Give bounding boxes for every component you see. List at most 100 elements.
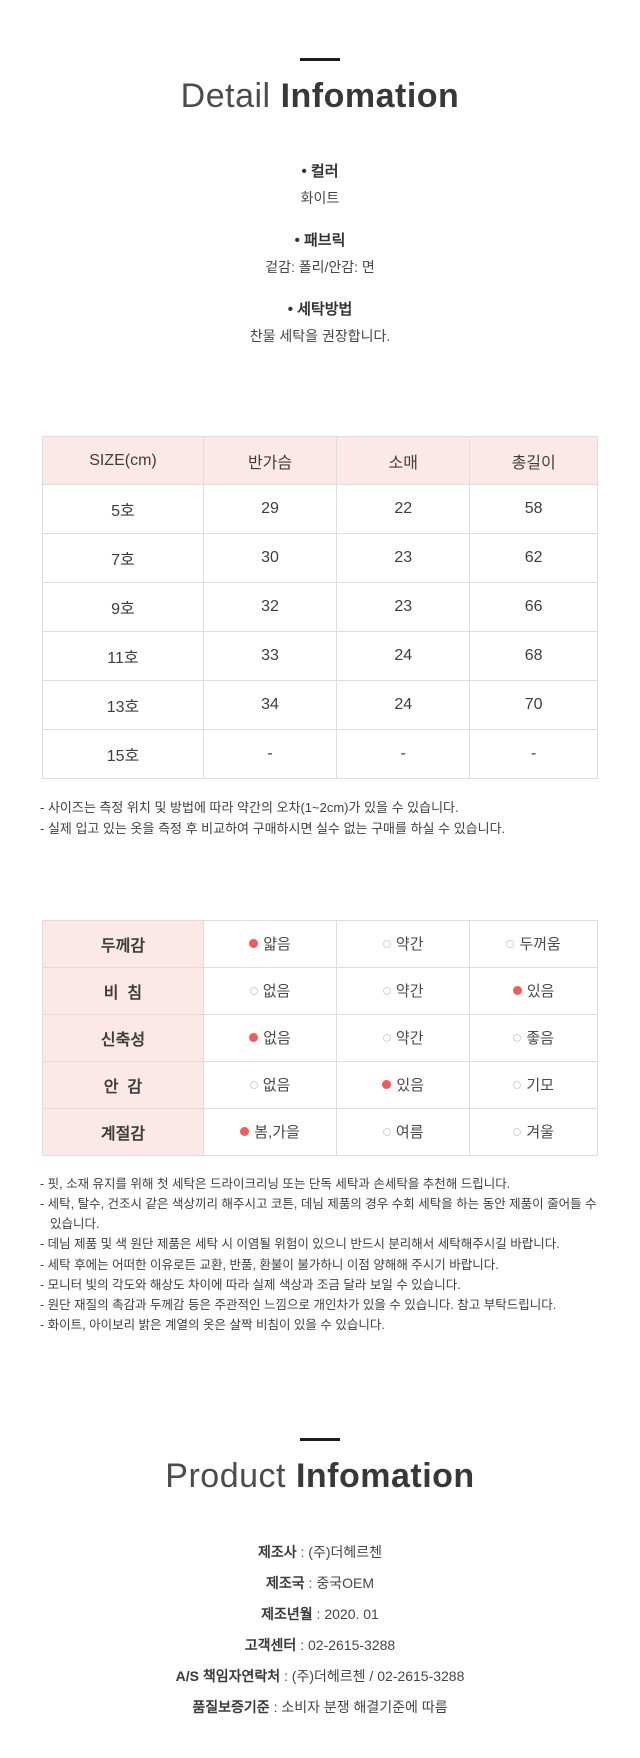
product-info-line: 제조사 : (주)더헤르첸 — [0, 1542, 640, 1562]
option-dot-icon — [249, 1033, 259, 1043]
attr-label: 신축성 — [42, 1013, 204, 1062]
info-value: 02-2615-3288 — [308, 1636, 396, 1653]
attr-option: 두꺼움 — [469, 919, 598, 968]
spec-value: 화이트 — [300, 190, 340, 206]
title-divider — [300, 58, 340, 61]
info-value: (주)더헤르첸 — [308, 1543, 383, 1560]
size-cell: 29 — [202, 484, 338, 534]
attr-label: 두께감 — [42, 919, 204, 968]
info-label: 제조사 — [257, 1543, 297, 1560]
option-dot-icon — [382, 987, 391, 996]
size-note: - 사이즈는 측정 위치 및 방법에 따라 약간의 오차(1~2cm)가 있을 … — [40, 800, 459, 815]
attr-option-label: 약간 — [395, 983, 424, 1001]
size-notes: - 사이즈는 측정 위치 및 방법에 따라 약간의 오차(1~2cm)가 있을 … — [40, 798, 600, 840]
attr-option-label: 봄,가을 — [254, 1124, 300, 1142]
info-separator: : — [296, 1636, 308, 1653]
size-cell: 23 — [336, 582, 471, 632]
size-table: SIZE(cm) 반가슴 소매 총길이 5호 29 22 58 7호 30 23… — [42, 436, 598, 779]
product-title: Product Infomation — [0, 1457, 640, 1496]
attr-label: 안 감 — [42, 1060, 204, 1109]
page-title: Detail Infomation — [0, 77, 640, 116]
size-cell: 11호 — [42, 631, 204, 681]
attr-row-stretch: 신축성 없음 약간 좋음 — [42, 1013, 598, 1062]
size-cell: 23 — [336, 533, 471, 583]
table-row: 5호 29 22 58 — [42, 484, 598, 534]
size-cell: 58 — [469, 484, 598, 534]
size-cell: 34 — [202, 680, 338, 730]
product-info-line: 제조국 : 중국OEM — [0, 1573, 640, 1593]
title-word-light: Detail — [180, 77, 271, 115]
info-label: 품질보증기준 — [192, 1698, 270, 1715]
size-col-header: SIZE(cm) — [42, 436, 204, 485]
size-cell: 22 — [336, 484, 471, 534]
size-cell: 68 — [469, 631, 598, 681]
attr-option-label: 약간 — [395, 936, 424, 954]
option-dot-icon — [382, 1034, 391, 1043]
attr-option-label: 약간 — [395, 1030, 424, 1048]
attr-option-label: 두꺼움 — [519, 936, 561, 954]
attr-option-label: 좋음 — [526, 1030, 554, 1048]
attr-row-season: 계절감 봄,가을 여름 겨울 — [42, 1107, 598, 1156]
option-dot-icon — [249, 939, 259, 949]
attr-option-label: 여름 — [395, 1124, 424, 1142]
size-cell: 15호 — [42, 729, 204, 779]
attr-option-label: 겨울 — [526, 1124, 554, 1142]
attr-option: 약간 — [336, 1013, 471, 1062]
attr-option-label: 있음 — [526, 983, 555, 1001]
option-dot-icon — [382, 940, 391, 949]
care-note: - 원단 재질의 촉감과 두께감 등은 주관적인 느낌으로 개인차가 있을 수 … — [40, 1298, 557, 1313]
size-cell: 24 — [336, 680, 471, 730]
size-cell: 33 — [202, 631, 338, 681]
info-separator: : — [269, 1698, 282, 1715]
attr-option: 좋음 — [469, 1013, 598, 1062]
spec-label: • 컬러 — [301, 163, 339, 180]
attr-option-label: 기모 — [526, 1077, 554, 1095]
title-word-bold: Infomation — [295, 1456, 475, 1495]
attr-row-thickness: 두께감 얇음 약간 두꺼움 — [42, 919, 598, 968]
attr-option: 여름 — [336, 1107, 471, 1156]
attr-option-label: 없음 — [262, 983, 291, 1001]
title-word-light: Product — [165, 1456, 286, 1495]
info-separator: : — [312, 1605, 325, 1622]
product-info-line: 고객센터 : 02-2615-3288 — [0, 1635, 640, 1655]
spec-washing: • 세탁방법 찬물 세탁을 권장합니다. — [0, 298, 640, 346]
option-dot-icon — [506, 940, 515, 949]
attr-option: 없음 — [202, 1060, 338, 1109]
size-note: - 실제 입고 있는 옷을 측정 후 비교하여 구매하시면 실수 없는 구매를 … — [40, 820, 506, 836]
info-separator: : — [304, 1574, 317, 1591]
attr-option: 있음 — [469, 966, 598, 1015]
care-note: - 핏, 소재 유지를 위해 첫 세탁은 드라이크리닝 또는 단독 세탁과 손세… — [40, 1176, 511, 1191]
attr-option: 얇음 — [202, 919, 338, 968]
detail-info-section: Detail Infomation • 컬러 화이트 • 패브릭 겉감: 폴리/… — [0, 58, 640, 1336]
option-dot-icon — [382, 1080, 392, 1090]
table-row: 13호 34 24 70 — [42, 680, 598, 730]
product-info-line: 제조년월 : 2020. 01 — [0, 1604, 640, 1624]
spec-fabric: • 패브릭 겉감: 폴리/안감: 면 — [0, 229, 640, 277]
size-col-header: 소매 — [336, 436, 471, 485]
attr-row-lining: 안 감 없음 있음 기모 — [42, 1060, 598, 1109]
product-info-line: A/S 책임자연락처 : (주)더헤르첸 / 02-2615-3288 — [0, 1666, 640, 1686]
size-cell: 70 — [469, 680, 598, 730]
size-cell: - — [202, 729, 338, 779]
care-note: - 화이트, 아이보리 밝은 계열의 옷은 살짝 비침이 있을 수 있습니다. — [40, 1318, 385, 1333]
attr-option: 약간 — [336, 966, 471, 1015]
size-table-header-row: SIZE(cm) 반가슴 소매 총길이 — [42, 436, 598, 485]
size-col-header: 총길이 — [469, 436, 598, 485]
care-note: - 세탁, 탈수, 건조시 같은 색상끼리 해주시고 코튼, 데님 제품의 경우… — [40, 1196, 597, 1232]
info-label: A/S 책임자연락처 — [175, 1667, 281, 1684]
attr-option-label: 얇음 — [263, 936, 291, 954]
size-cell: 24 — [336, 631, 471, 681]
care-note: - 모니터 빛의 각도와 해상도 차이에 따라 실제 색상과 조금 달라 보일 … — [40, 1277, 461, 1292]
spec-color: • 컬러 화이트 — [0, 160, 640, 208]
size-cell: 66 — [469, 582, 598, 632]
attr-option: 있음 — [336, 1060, 471, 1109]
spec-value: 겉감: 폴리/안감: 면 — [265, 259, 375, 275]
table-row: 7호 30 23 62 — [42, 533, 598, 583]
option-dot-icon — [513, 1128, 522, 1137]
attr-label: 계절감 — [42, 1107, 204, 1156]
attr-option: 겨울 — [469, 1107, 598, 1156]
size-cell: 7호 — [42, 533, 204, 583]
info-value: (주)더헤르첸 / 02-2615-3288 — [291, 1667, 465, 1684]
product-info-list: 제조사 : (주)더헤르첸 제조국 : 중국OEM 제조년월 : 2020. 0… — [0, 1542, 640, 1717]
product-info-section: Product Infomation 제조사 : (주)더헤르첸 제조국 : 중… — [0, 1437, 640, 1717]
